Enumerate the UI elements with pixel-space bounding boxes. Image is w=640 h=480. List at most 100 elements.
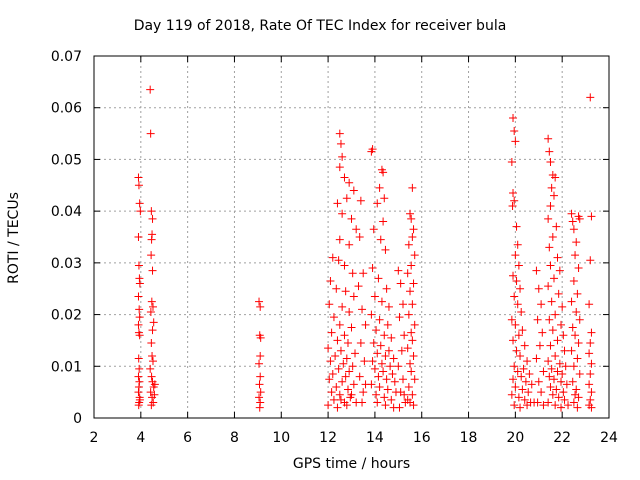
data-point (348, 362, 357, 371)
y-tick-label: 0.02 (51, 308, 82, 324)
data-point (388, 370, 397, 379)
data-point (148, 326, 157, 335)
data-point (407, 261, 416, 270)
data-point (368, 264, 377, 273)
data-point (544, 398, 553, 407)
data-point (534, 377, 543, 386)
data-point (400, 390, 409, 399)
data-point (559, 388, 568, 397)
data-point (382, 375, 391, 384)
data-point (568, 377, 577, 386)
data-point (147, 235, 156, 244)
data-point (149, 318, 158, 327)
data-point (404, 240, 413, 249)
data-point (148, 357, 157, 366)
data-point (381, 351, 390, 360)
x-tick-label: 14 (366, 430, 384, 446)
data-point (510, 401, 519, 410)
data-point (394, 266, 403, 275)
data-point (551, 401, 560, 410)
data-point (349, 186, 358, 195)
data-point (516, 284, 525, 293)
data-point (372, 326, 381, 335)
data-point (527, 380, 536, 389)
data-point (374, 372, 383, 381)
data-point (367, 310, 376, 319)
data-point (406, 209, 415, 218)
data-point (368, 357, 377, 366)
data-point (512, 276, 521, 285)
data-point (512, 222, 521, 231)
data-point (349, 292, 358, 301)
data-point (335, 163, 344, 172)
data-point (336, 139, 345, 148)
data-point (568, 323, 577, 332)
data-point (377, 359, 386, 368)
data-point (369, 225, 378, 234)
data-point (509, 114, 518, 123)
data-point (134, 181, 143, 190)
data-point (345, 178, 354, 187)
data-point (512, 346, 521, 355)
data-point (327, 388, 336, 397)
data-point (359, 269, 368, 278)
data-point (349, 380, 358, 389)
data-point (355, 372, 364, 381)
data-point (587, 359, 596, 368)
data-point (356, 339, 365, 348)
data-point (409, 225, 418, 234)
data-point (574, 212, 583, 221)
data-point (334, 256, 343, 265)
data-point (338, 152, 347, 161)
data-point (256, 388, 265, 397)
data-point (410, 375, 419, 384)
data-point (134, 388, 143, 397)
data-point (335, 390, 344, 399)
data-point (510, 196, 519, 205)
data-point (256, 333, 265, 342)
data-point (568, 217, 577, 226)
data-point (585, 300, 594, 309)
data-point (328, 253, 337, 262)
data-point (585, 349, 594, 358)
data-point (147, 297, 156, 306)
data-point (553, 367, 562, 376)
data-point (533, 315, 542, 324)
data-point (545, 243, 554, 252)
data-point (340, 331, 349, 340)
data-point (255, 359, 264, 368)
data-point (532, 266, 541, 275)
data-point (146, 85, 155, 94)
data-point (342, 401, 351, 410)
plot-frame (93, 55, 610, 419)
data-point (397, 346, 406, 355)
data-point (407, 214, 416, 223)
data-point (533, 398, 542, 407)
data-point (554, 289, 563, 298)
data-point (342, 194, 351, 203)
data-point (345, 367, 354, 376)
data-point (377, 297, 386, 306)
data-point (379, 168, 388, 177)
data-point (553, 253, 562, 262)
data-point (367, 380, 376, 389)
data-point (569, 225, 578, 234)
data-point (520, 341, 529, 350)
data-point (345, 307, 354, 316)
data-point (389, 354, 398, 363)
data-point (573, 354, 582, 363)
data-point (517, 372, 526, 381)
data-point (135, 305, 144, 314)
data-point (409, 351, 418, 360)
data-point (587, 212, 596, 221)
data-point (370, 292, 379, 301)
data-point (326, 276, 335, 285)
data-point (514, 261, 523, 270)
y-tick-label: 0.01 (51, 359, 82, 375)
data-point (134, 292, 143, 301)
data-point (404, 382, 413, 391)
data-point (407, 328, 416, 337)
data-point (383, 385, 392, 394)
x-tick-label: 22 (553, 430, 571, 446)
data-point (403, 395, 412, 404)
